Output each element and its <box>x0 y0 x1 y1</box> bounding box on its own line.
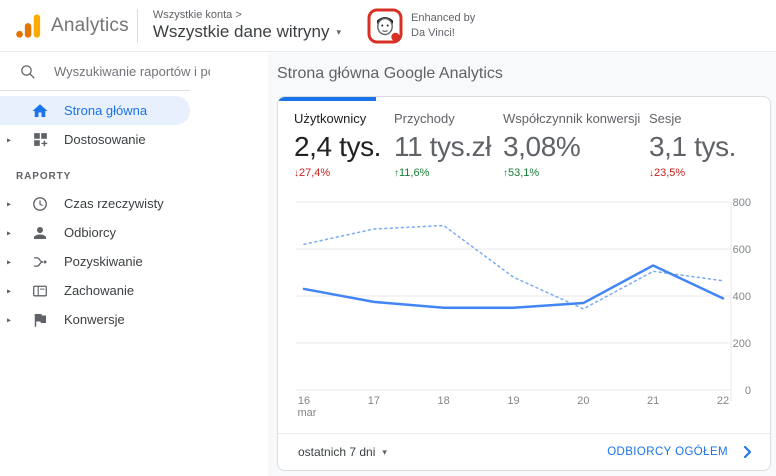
breadcrumb[interactable]: Wszystkie konta > <box>152 9 242 21</box>
sidebar-item-customization[interactable]: ▸ Dostosowanie <box>0 125 268 154</box>
svg-text:19: 19 <box>507 395 519 407</box>
metric-label: Przychody <box>394 111 455 126</box>
report-search[interactable] <box>0 52 268 91</box>
metric-label: Współczynnik konwersji <box>503 111 641 126</box>
metric-value: 11 tys.zł <box>394 131 492 162</box>
sidebar-item-label: Pozyskiwanie <box>64 254 143 269</box>
audience-overview-link[interactable]: ODBIORCY OGÓŁEM <box>607 446 752 458</box>
metric-delta: ↓27,4% <box>294 167 331 179</box>
sidebar-item-label: Strona główna <box>64 103 148 118</box>
sidebar-item-label: Odbiorcy <box>64 225 117 240</box>
search-input[interactable] <box>52 63 212 80</box>
chevron-right-icon <box>744 446 751 458</box>
sidebar: Strona główna ▸ Dostosowanie RAPORT <box>0 52 268 476</box>
search-icon <box>19 63 37 81</box>
metric-value: 3,08% <box>503 131 581 162</box>
metric-conversion-rate[interactable]: Współczynnik konwersji 3,08% ↑53,1% <box>503 111 649 188</box>
active-metric-indicator <box>278 97 376 101</box>
davinci-badge-icon <box>367 8 403 44</box>
expand-chevron-icon[interactable]: ▸ <box>7 315 12 324</box>
sidebar-item-label: Czas rzeczywisty <box>64 196 164 211</box>
sidebar-item-home[interactable]: Strona główna <box>0 96 190 125</box>
header-divider <box>136 8 138 43</box>
svg-text:18: 18 <box>438 395 450 407</box>
metric-delta: ↑11,6% <box>394 167 430 179</box>
sidebar-item-behavior[interactable]: ▸ Zachowanie <box>0 276 268 305</box>
svg-text:17: 17 <box>368 395 380 407</box>
davinci-badge-text: Enhanced by Da Vinci! <box>411 11 476 39</box>
svg-text:21: 21 <box>647 395 659 407</box>
metrics-row: Użytkownicy 2,4 tys. ↓27,4% Przychody 11… <box>278 97 770 188</box>
metric-label: Sesje <box>649 111 682 126</box>
sidebar-item-label: Dostosowanie <box>64 132 146 147</box>
svg-text:0: 0 <box>745 385 751 397</box>
analytics-logo-icon <box>15 13 41 39</box>
page-title: Strona główna Google Analytics <box>277 65 503 82</box>
flag-icon <box>31 311 49 329</box>
customization-icon <box>31 131 49 149</box>
metric-label: Użytkownicy <box>294 111 367 126</box>
main-content: Strona główna Google Analytics Użytkowni… <box>268 52 776 476</box>
expand-chevron-icon[interactable]: ▸ <box>7 135 12 144</box>
davinci-badge[interactable]: Enhanced by Da Vinci! <box>367 8 475 44</box>
sidebar-item-audience[interactable]: ▸ Odbiorcy <box>0 218 268 247</box>
metric-delta: ↓23,5% <box>649 167 686 179</box>
delta-arrow-icon: ↑ <box>503 168 508 179</box>
svg-text:200: 200 <box>733 338 751 350</box>
svg-text:600: 600 <box>733 244 751 256</box>
account-picker[interactable]: Wszystkie konta > Wszystkie dane witryny… <box>153 9 341 42</box>
home-icon <box>31 102 49 120</box>
property-name: Wszystkie dane witryny <box>152 22 330 41</box>
svg-text:16: 16 <box>298 395 310 407</box>
svg-text:800: 800 <box>733 197 751 209</box>
svg-text:mar: mar <box>298 407 317 419</box>
sidebar-item-label: Konwersje <box>64 312 125 327</box>
metric-value: 3,1 tys. <box>649 131 737 162</box>
metric-delta: ↑53,1% <box>503 167 540 179</box>
metric-revenue[interactable]: Przychody 11 tys.zł ↑11,6% <box>394 111 503 188</box>
delta-arrow-icon: ↓ <box>649 168 654 179</box>
expand-chevron-icon[interactable]: ▸ <box>7 286 12 295</box>
users-line-chart[interactable]: 0 200 400 600 800 16 mar 17 18 19 20 21 22 <box>278 188 770 434</box>
metric-value: 2,4 tys. <box>294 131 382 162</box>
sidebar-item-acquisition[interactable]: ▸ Pozyskiwanie <box>0 247 268 276</box>
app-header: Analytics Wszystkie konta > Wszystkie da… <box>0 0 776 52</box>
svg-text:22: 22 <box>717 395 729 407</box>
date-range-label: ostatnich 7 dni <box>298 445 376 459</box>
sidebar-item-label: Zachowanie <box>64 283 135 298</box>
chevron-down-icon: ▾ <box>336 26 342 37</box>
sidebar-item-realtime[interactable]: ▸ Czas rzeczywisty <box>0 189 268 218</box>
expand-chevron-icon[interactable]: ▸ <box>7 228 12 237</box>
behavior-icon <box>31 282 49 300</box>
svg-text:20: 20 <box>577 395 589 407</box>
person-icon <box>31 224 49 242</box>
overview-card: Użytkownicy 2,4 tys. ↓27,4% Przychody 11… <box>277 96 771 471</box>
acquisition-icon <box>31 253 49 271</box>
logo-label: Analytics <box>51 14 129 36</box>
date-range-selector[interactable]: ostatnich 7 dni ▾ <box>298 445 387 459</box>
sidebar-nav: Strona główna ▸ Dostosowanie RAPORT <box>0 91 268 334</box>
sidebar-section-reports: RAPORTY <box>16 171 72 182</box>
clock-icon <box>31 195 49 213</box>
metric-sessions[interactable]: Sesje 3,1 tys. ↓23,5% <box>649 111 754 188</box>
metric-users[interactable]: Użytkownicy 2,4 tys. ↓27,4% <box>294 111 394 188</box>
expand-chevron-icon[interactable]: ▸ <box>7 199 12 208</box>
chevron-down-icon: ▾ <box>382 446 387 457</box>
svg-text:400: 400 <box>733 291 751 303</box>
card-footer: ostatnich 7 dni ▾ ODBIORCY OGÓŁEM <box>278 433 770 470</box>
expand-chevron-icon[interactable]: ▸ <box>7 257 12 266</box>
delta-arrow-icon: ↑ <box>394 168 399 179</box>
sidebar-item-conversions[interactable]: ▸ Konwersje <box>0 305 268 334</box>
analytics-logo[interactable]: Analytics <box>0 13 129 39</box>
delta-arrow-icon: ↓ <box>294 168 299 179</box>
